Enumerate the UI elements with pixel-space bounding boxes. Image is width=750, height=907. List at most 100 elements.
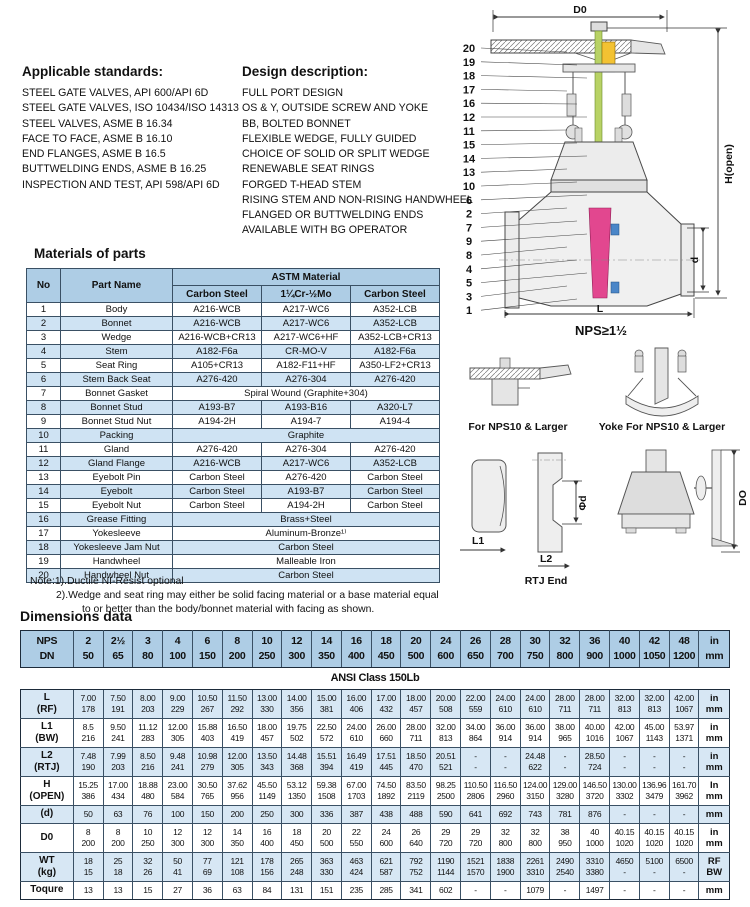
dimension-value: 18.88 480 xyxy=(132,776,164,806)
material-cell: Malleable Iron xyxy=(172,554,440,569)
materials-row: 20 Handwheel Nut Carbon Steel xyxy=(26,568,440,583)
materials-title: Materials of parts xyxy=(34,246,146,261)
dimension-row-label: H (OPEN) xyxy=(20,776,74,806)
dimension-row: L2 (RTJ) 7.48 190 7.99 203 8.50 216 9.48 241 10.98… xyxy=(20,747,730,777)
callout-number: 8 xyxy=(466,250,472,262)
dimension-value: 621 587 xyxy=(370,852,402,882)
size-col-header: 30 750 xyxy=(519,630,551,668)
dimension-value: 24.00 610 xyxy=(489,689,521,719)
dimension-value: 84 xyxy=(251,881,283,900)
dimension-value: 40.15 1020 xyxy=(638,823,670,853)
material-cell: A352-LCB xyxy=(350,456,440,471)
dimension-value: 15.51 394 xyxy=(311,747,342,777)
dimension-value: - xyxy=(549,881,581,900)
dimension-value: 9.00 229 xyxy=(162,689,193,719)
part-name: Handwheel xyxy=(60,554,173,569)
material-cell: Graphite xyxy=(172,428,440,443)
design-list: FULL PORT DESIGN OS & Y, OUTSIDE SCREW AN… xyxy=(242,86,473,239)
materials-col-no: No xyxy=(26,268,61,303)
dimension-value: 18 15 xyxy=(72,852,104,882)
dimension-value: 32 26 xyxy=(132,852,164,882)
rtj-end-figure: L1 Φd L2 xyxy=(460,452,589,569)
applicable-standards-block: Applicable standards: STEEL GATE VALVES,… xyxy=(22,64,240,193)
dimension-row: WT (kg) 18 15 25 18 32 26 50 41 77 69 121 108 178 156 26… xyxy=(20,852,730,882)
dimension-value: 336 xyxy=(311,805,342,824)
dimension-value: 12.00 305 xyxy=(221,747,253,777)
dimension-value: -- xyxy=(638,747,670,777)
part-name: Grease Fitting xyxy=(60,512,173,527)
size-col-header: 20 500 xyxy=(400,630,432,668)
dimension-value: 38.00 965 xyxy=(549,718,581,748)
dimension-value: 59.38 1508 xyxy=(311,776,342,806)
dimension-value: 38 950 xyxy=(549,823,581,853)
part-no: 20 xyxy=(26,568,61,583)
dimension-value: 13.50 343 xyxy=(251,747,283,777)
material-cell: A352-LCB xyxy=(350,302,440,317)
dimension-value: 40.15 1020 xyxy=(668,823,700,853)
material-cell: A320-L7 xyxy=(350,400,440,415)
material-cell: A194-2H xyxy=(172,414,262,429)
dimension-value: 26 640 xyxy=(400,823,432,853)
dimension-value: 67.00 1703 xyxy=(340,776,372,806)
dimension-value: 50 xyxy=(72,805,104,824)
part-no: 4 xyxy=(26,344,61,359)
dimension-value: 32.00 813 xyxy=(638,689,670,719)
material-cell: Brass+Steel xyxy=(172,512,440,527)
dimension-value: 22.50 572 xyxy=(311,718,342,748)
dimension-value: 27 xyxy=(162,881,193,900)
part-name: Gland xyxy=(60,442,173,457)
dimension-value: 743 xyxy=(519,805,551,824)
dimension-value: 32 800 xyxy=(519,823,551,853)
dimension-value: 24.48 622 xyxy=(519,747,551,777)
dimension-value: 25 18 xyxy=(102,852,134,882)
material-cell: Carbon Steel xyxy=(172,470,262,485)
material-cell: CR-MO-V xyxy=(261,344,351,359)
design-item: AVAILABLE WITH BG OPERATOR xyxy=(242,224,408,237)
design-item: BB, BOLTED BONNET xyxy=(242,117,351,130)
dimension-value: 9.50 241 xyxy=(102,718,134,748)
standards-item: BUTTWELDING ENDS, ASME B 16.25 xyxy=(22,163,207,176)
dimension-value: 200 xyxy=(221,805,253,824)
handwheel-nut xyxy=(590,21,608,32)
material-cell: A276-420 xyxy=(172,372,262,387)
dimension-row: D0 8 200 8 200 10 250 12 300 12 300 14 350 16 400 18 450… xyxy=(20,823,730,853)
dimension-value: 692 xyxy=(489,805,521,824)
yoke-top xyxy=(562,63,636,73)
part-no: 8 xyxy=(26,400,61,415)
dimension-value: 16.50 419 xyxy=(221,718,253,748)
part-name: Eyebolt xyxy=(60,484,173,499)
dimension-value: 9.48 241 xyxy=(162,747,193,777)
dimension-value: 130.00 3302 xyxy=(609,776,640,806)
size-col-header: 3 80 xyxy=(132,630,164,668)
handwheel-nps10-figure xyxy=(469,357,572,406)
dimension-value: 22.00 559 xyxy=(460,689,491,719)
dimension-value: 300 xyxy=(281,805,313,824)
dimension-value: 876 xyxy=(579,805,611,824)
dimension-value: -- xyxy=(460,747,491,777)
dimension-value: 161.70 3962 xyxy=(668,776,700,806)
dimension-value: -- xyxy=(489,747,521,777)
material-cell: A216-WCB xyxy=(172,456,262,471)
dimension-row: L (RF) 7.00 178 7.50 191 8.00 203 9.00 229 10.50 26… xyxy=(20,689,730,719)
dimension-value: 19.75 502 xyxy=(281,718,313,748)
material-cell: A193-B7 xyxy=(172,400,262,415)
dimension-value: 438 xyxy=(370,805,402,824)
dim-label-d0: D0 xyxy=(573,4,587,16)
size-col-header: 26 650 xyxy=(460,630,491,668)
dimension-value: 1838 1900 xyxy=(489,852,521,882)
wedge xyxy=(588,207,612,299)
dimension-unit: in mm xyxy=(698,823,730,853)
callout-number: 20 xyxy=(463,43,475,55)
material-cell: A276-420 xyxy=(350,442,440,457)
dimension-value: 8.50 216 xyxy=(132,747,164,777)
part-name: Bonnet Gasket xyxy=(60,386,173,401)
part-name: Eyebolt Nut xyxy=(60,498,173,513)
callout-number: 6 xyxy=(466,195,472,207)
dimension-value: 265 248 xyxy=(281,852,313,882)
part-no: 14 xyxy=(26,484,61,499)
dimension-value: 11.50 292 xyxy=(221,689,253,719)
materials-row: 17 Yokesleeve Aluminum-Bronze¹⁾ xyxy=(26,526,440,541)
materials-row: 10 Packing Graphite xyxy=(26,428,440,443)
size-col-header: 42 1050 xyxy=(638,630,670,668)
